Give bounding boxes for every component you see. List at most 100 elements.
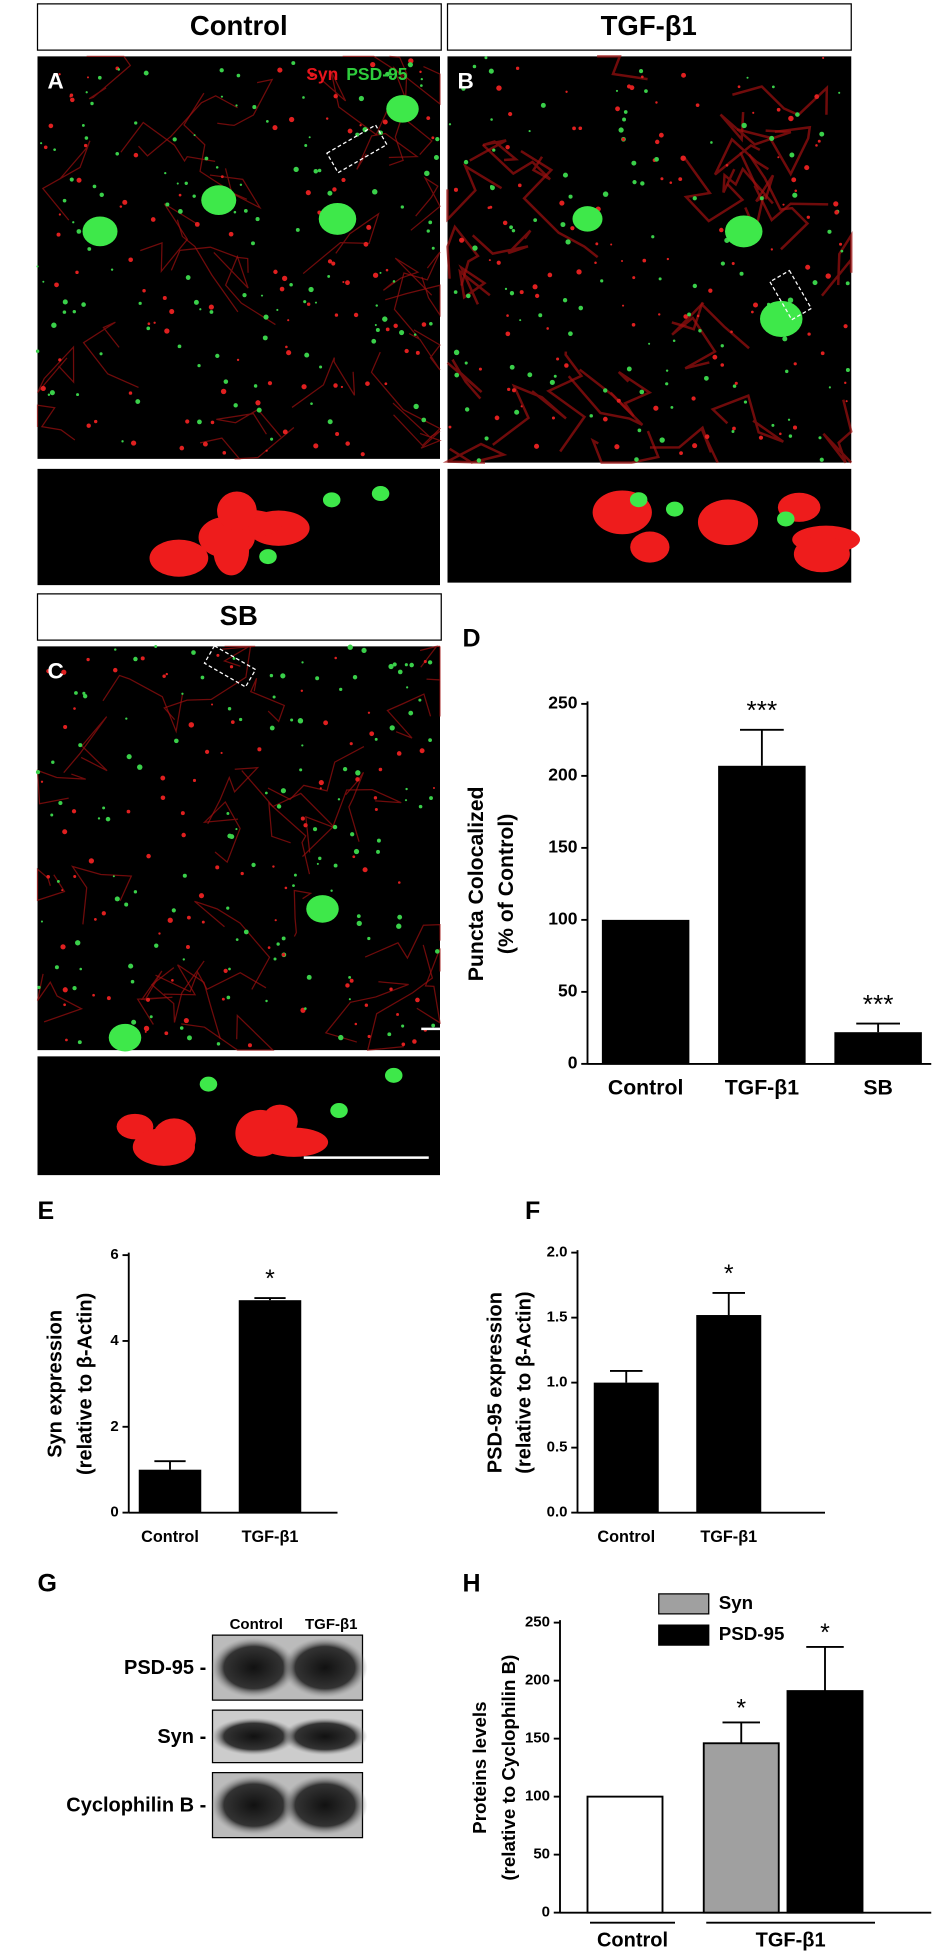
- fluorescent-puncta: [732, 426, 736, 431]
- fluorescent-puncta: [140, 656, 145, 661]
- fluorescent-puncta: [385, 268, 389, 272]
- fluorescent-puncta: [631, 160, 637, 166]
- fluorescent-puncta: [666, 257, 670, 261]
- fluorescent-puncta: [806, 215, 810, 219]
- inset-background: [447, 468, 852, 583]
- scale-bar: [303, 1156, 429, 1159]
- neurite: [426, 646, 441, 717]
- fluorescent-puncta: [559, 200, 565, 206]
- fluorescent-puncta: [472, 64, 477, 69]
- significance-label: *: [265, 1265, 275, 1293]
- fluorescent-puncta: [626, 366, 632, 372]
- fluorescent-puncta: [388, 75, 392, 79]
- fluorescent-puncta: [731, 262, 735, 266]
- fluorescent-puncta: [299, 768, 303, 772]
- fluorescent-puncta: [200, 675, 205, 680]
- fluorescent-puncta: [290, 718, 294, 722]
- y-tick-label: 0: [568, 1053, 578, 1073]
- fluorescent-puncta: [149, 1015, 153, 1019]
- fluorescent-puncta: [243, 929, 249, 935]
- neurite: [140, 203, 198, 274]
- fluorescent-puncta: [494, 415, 500, 421]
- neurite: [392, 402, 442, 449]
- fluorescent-puncta: [255, 217, 260, 222]
- fluorescent-puncta: [56, 232, 61, 237]
- fluorescent-puncta: [260, 294, 264, 297]
- fluorescent-puncta: [35, 769, 41, 775]
- neurite: [150, 960, 205, 1023]
- fluorescent-puncta: [708, 288, 713, 293]
- neurite: [63, 716, 108, 774]
- fluorescent-puncta: [572, 126, 576, 131]
- fluorescent-puncta: [191, 650, 196, 655]
- fluorescent-puncta: [372, 189, 378, 195]
- fluorescent-puncta: [338, 1034, 344, 1041]
- fluorescent-puncta: [192, 194, 196, 198]
- fluorescent-puncta: [659, 437, 665, 443]
- fluorescent-puncta: [76, 177, 82, 183]
- fluorescent-puncta: [270, 437, 274, 441]
- fluorescent-puncta: [678, 177, 683, 182]
- fluorescent-puncta: [46, 668, 51, 674]
- fluorescent-puncta: [76, 393, 80, 397]
- bar: [238, 1300, 302, 1513]
- fluorescent-puncta: [181, 692, 184, 695]
- fluorescent-puncta: [805, 264, 811, 270]
- significance-label: *: [820, 1619, 830, 1647]
- neurite: [719, 111, 792, 146]
- fluorescent-puncta: [644, 89, 648, 93]
- fluorescent-puncta: [815, 144, 818, 147]
- fluorescent-puncta: [655, 101, 658, 104]
- neurite: [163, 646, 252, 721]
- fluorescent-puncta: [334, 313, 339, 317]
- fluorescent-puncta: [838, 91, 841, 94]
- fluorescent-puncta: [478, 367, 482, 371]
- fluorescent-puncta: [408, 710, 414, 716]
- fluorescent-puncta: [335, 432, 340, 437]
- fluorescent-puncta: [142, 289, 146, 293]
- fluorescent-puncta: [202, 441, 208, 447]
- fluorescent-puncta: [348, 975, 352, 979]
- fluorescent-puncta: [319, 365, 323, 369]
- fluorescent-puncta: [505, 331, 511, 337]
- fluorescent-puncta: [374, 807, 378, 812]
- fluorescent-puncta: [514, 409, 520, 415]
- neurite: [86, 55, 132, 100]
- psd95-cluster: [259, 549, 277, 565]
- fluorescent-puncta: [236, 73, 241, 78]
- fluorescent-puncta: [99, 352, 103, 356]
- fluorescent-puncta: [216, 653, 220, 657]
- fluorescent-puncta: [670, 405, 674, 409]
- fluorescent-puncta: [347, 128, 353, 134]
- fluorescent-puncta: [704, 434, 710, 440]
- fluorescent-puncta: [179, 445, 185, 451]
- fluorescent-puncta: [72, 309, 77, 314]
- significance-label: ***: [863, 989, 894, 1019]
- fluorescent-puncta: [164, 171, 167, 175]
- fluorescent-puncta: [389, 987, 393, 991]
- fluorescent-puncta: [687, 312, 692, 317]
- fluorescent-puncta: [144, 1030, 147, 1033]
- fluorescent-puncta: [375, 327, 380, 332]
- fluorescent-puncta: [785, 369, 789, 374]
- fluorescent-puncta: [42, 280, 45, 283]
- fluorescent-puncta: [177, 344, 182, 349]
- fluorescent-puncta: [807, 332, 811, 336]
- fluorescent-puncta: [615, 89, 619, 92]
- fluorescent-puncta: [74, 691, 78, 695]
- neurite: [736, 125, 812, 177]
- fluorescent-puncta: [614, 444, 620, 450]
- fluorescent-puncta: [182, 873, 187, 878]
- fluorescent-puncta: [658, 277, 662, 281]
- fluorescent-puncta: [623, 110, 628, 114]
- y-axis-label: Proteins levels: [469, 1701, 490, 1833]
- fluorescent-puncta: [312, 827, 318, 832]
- fluorescent-puncta: [562, 298, 568, 303]
- fluorescent-puncta: [517, 183, 522, 188]
- fluorescent-puncta: [255, 400, 261, 406]
- fluorescent-puncta: [771, 423, 775, 427]
- fluorescent-puncta: [40, 385, 46, 392]
- fluorescent-puncta: [194, 221, 200, 227]
- fluorescent-puncta: [289, 283, 293, 287]
- fluorescent-puncta: [453, 187, 458, 192]
